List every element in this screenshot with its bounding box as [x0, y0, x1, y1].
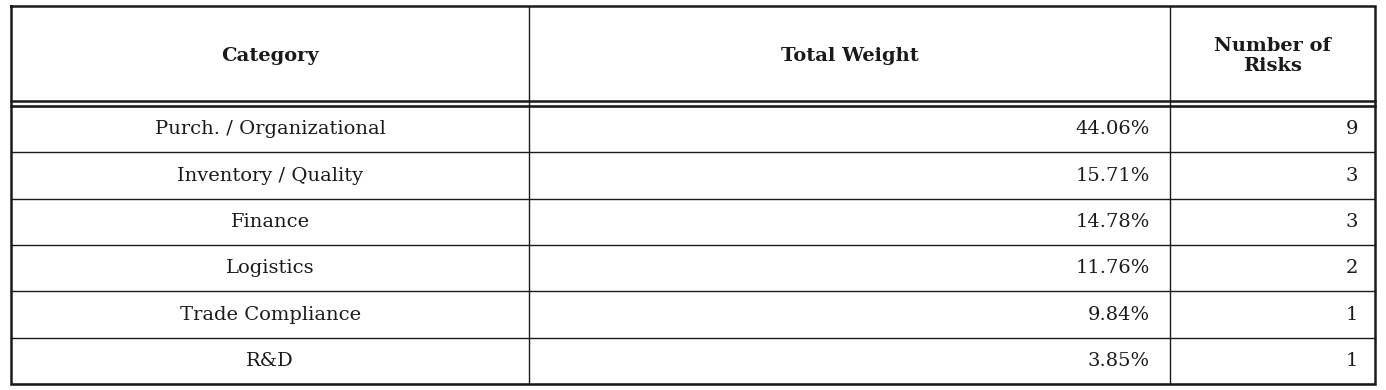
Text: 2: 2 — [1346, 259, 1358, 277]
Text: Finance: Finance — [230, 213, 310, 231]
Text: Total Weight: Total Weight — [780, 47, 919, 65]
Text: Number of
Risks: Number of Risks — [1214, 37, 1331, 75]
Text: 15.71%: 15.71% — [1076, 167, 1149, 184]
Text: Inventory / Quality: Inventory / Quality — [177, 167, 363, 184]
Text: 3.85%: 3.85% — [1088, 352, 1149, 370]
Text: 1: 1 — [1346, 306, 1358, 324]
Text: Trade Compliance: Trade Compliance — [180, 306, 360, 324]
Text: 9: 9 — [1346, 120, 1358, 138]
Text: 14.78%: 14.78% — [1076, 213, 1149, 231]
Text: 44.06%: 44.06% — [1076, 120, 1149, 138]
Text: 3: 3 — [1346, 213, 1358, 231]
Text: R&D: R&D — [247, 352, 294, 370]
Text: Category: Category — [222, 47, 319, 65]
Text: 9.84%: 9.84% — [1088, 306, 1149, 324]
Text: Logistics: Logistics — [226, 259, 315, 277]
Text: 1: 1 — [1346, 352, 1358, 370]
Text: Purch. / Organizational: Purch. / Organizational — [155, 120, 385, 138]
Text: 11.76%: 11.76% — [1076, 259, 1149, 277]
Text: 3: 3 — [1346, 167, 1358, 184]
